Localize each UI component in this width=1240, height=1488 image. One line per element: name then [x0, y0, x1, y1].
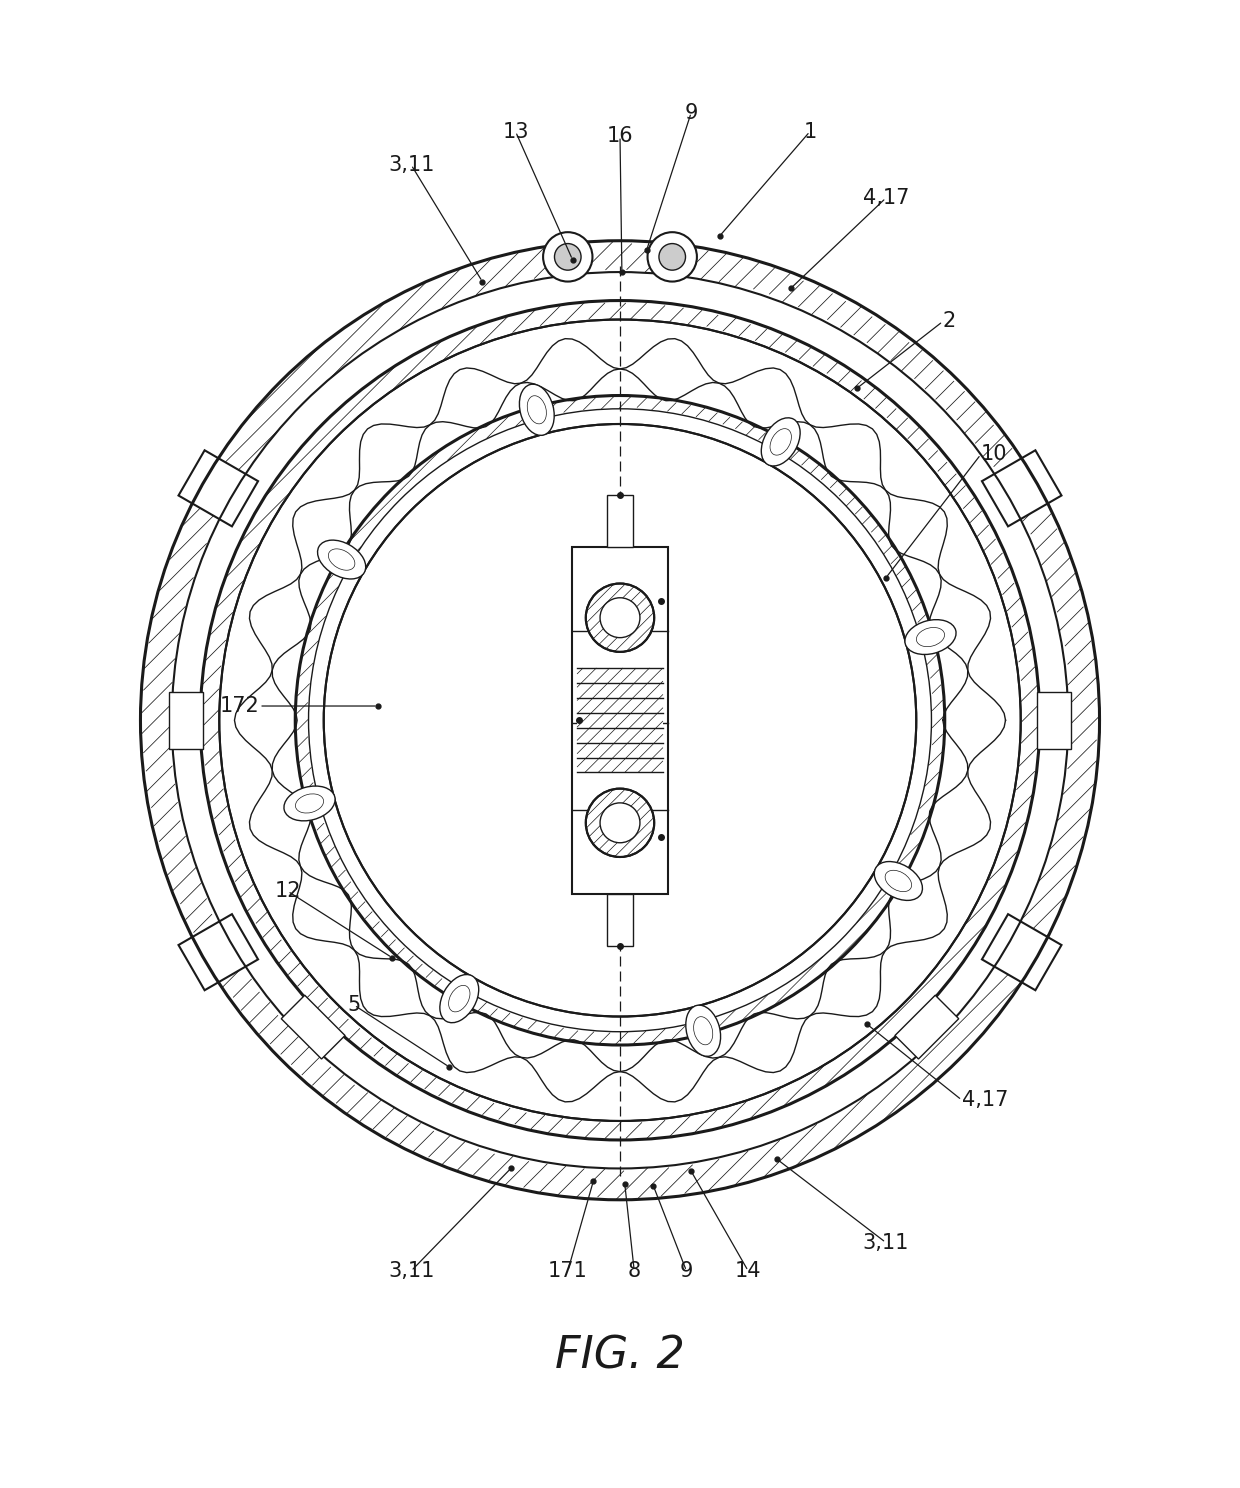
Text: 171: 171	[548, 1260, 588, 1281]
Ellipse shape	[449, 985, 470, 1012]
Text: 4,17: 4,17	[962, 1091, 1008, 1110]
Polygon shape	[982, 451, 1061, 527]
Ellipse shape	[284, 786, 335, 821]
Ellipse shape	[600, 804, 640, 842]
Text: 14: 14	[735, 1260, 761, 1281]
Text: 1: 1	[804, 122, 816, 141]
Ellipse shape	[440, 975, 479, 1022]
Ellipse shape	[761, 418, 800, 466]
Bar	[567, 490, 673, 951]
Polygon shape	[1038, 692, 1070, 748]
Circle shape	[219, 320, 1021, 1120]
Ellipse shape	[520, 384, 554, 436]
Circle shape	[324, 424, 916, 1016]
Circle shape	[140, 241, 1100, 1199]
Polygon shape	[179, 914, 258, 990]
Ellipse shape	[916, 628, 945, 647]
Ellipse shape	[647, 232, 697, 281]
Text: 5: 5	[347, 995, 361, 1015]
Circle shape	[288, 388, 952, 1052]
Text: 4,17: 4,17	[863, 187, 909, 208]
Text: 9: 9	[680, 1260, 693, 1281]
Polygon shape	[281, 995, 345, 1059]
Ellipse shape	[317, 540, 366, 579]
Ellipse shape	[693, 1016, 713, 1045]
Ellipse shape	[527, 396, 547, 424]
Text: 16: 16	[606, 126, 634, 146]
Ellipse shape	[585, 789, 655, 857]
Ellipse shape	[885, 870, 911, 891]
Text: FIG. 2: FIG. 2	[556, 1335, 684, 1378]
Text: 12: 12	[274, 881, 301, 902]
Text: 10: 10	[981, 445, 1007, 464]
Text: 8: 8	[627, 1260, 641, 1281]
Ellipse shape	[658, 244, 686, 271]
Ellipse shape	[600, 598, 640, 638]
Polygon shape	[170, 692, 202, 748]
Ellipse shape	[554, 244, 582, 271]
Bar	[606, 494, 634, 548]
Ellipse shape	[874, 862, 923, 900]
Ellipse shape	[295, 795, 324, 812]
Text: 13: 13	[502, 122, 528, 141]
Text: 172: 172	[219, 696, 259, 716]
Ellipse shape	[905, 619, 956, 655]
Bar	[578, 668, 662, 772]
Text: 3,11: 3,11	[388, 1260, 434, 1281]
Text: 3,11: 3,11	[863, 1232, 909, 1253]
Text: 2: 2	[942, 311, 956, 332]
Ellipse shape	[585, 583, 655, 652]
Polygon shape	[895, 995, 959, 1059]
Ellipse shape	[686, 1006, 720, 1056]
Text: 3,11: 3,11	[388, 155, 434, 174]
Bar	[606, 894, 634, 946]
Text: 9: 9	[684, 103, 698, 122]
Ellipse shape	[543, 232, 593, 281]
Ellipse shape	[329, 549, 355, 570]
Polygon shape	[982, 914, 1061, 990]
Bar	[572, 548, 668, 894]
Ellipse shape	[770, 429, 791, 455]
Polygon shape	[179, 451, 258, 527]
